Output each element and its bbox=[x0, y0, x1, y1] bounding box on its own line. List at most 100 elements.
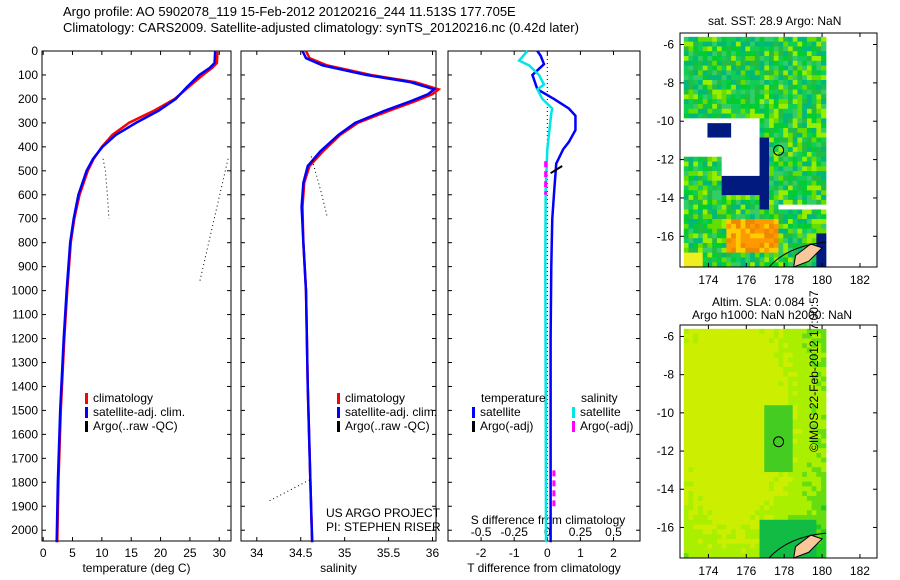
temperature-tick-label: 30 bbox=[213, 546, 227, 560]
map-cell bbox=[688, 209, 694, 215]
map-cell bbox=[702, 252, 708, 258]
map-cell bbox=[797, 510, 803, 516]
salinity-legend-swatch bbox=[337, 407, 340, 418]
map-cell bbox=[806, 495, 813, 502]
map-cell bbox=[735, 65, 742, 71]
map-cell bbox=[778, 161, 784, 167]
map-cell bbox=[792, 79, 798, 86]
map-cell bbox=[792, 338, 798, 344]
map-cell bbox=[735, 338, 742, 344]
map-cell bbox=[821, 476, 827, 483]
map-cell bbox=[712, 41, 718, 47]
map-cell bbox=[816, 476, 822, 483]
map-cell bbox=[745, 99, 751, 105]
depth-tick-label: 1300 bbox=[11, 355, 38, 369]
map-cell bbox=[750, 409, 756, 416]
map-cell bbox=[726, 457, 732, 464]
map-cell bbox=[707, 429, 713, 435]
map-cell bbox=[712, 400, 718, 406]
map-cell bbox=[750, 524, 756, 530]
map-cell bbox=[735, 495, 742, 502]
map-cell bbox=[697, 505, 704, 511]
map-cell bbox=[759, 529, 765, 535]
map-cell bbox=[702, 457, 708, 464]
map-cell bbox=[821, 156, 827, 163]
map-cell bbox=[783, 56, 789, 62]
map-cell bbox=[697, 243, 704, 249]
map-cell bbox=[797, 180, 803, 186]
map-cell bbox=[735, 36, 742, 43]
map-cell bbox=[721, 103, 727, 110]
map-cell bbox=[740, 448, 746, 454]
map-cell bbox=[731, 338, 737, 344]
map-cell bbox=[726, 56, 732, 62]
map-cell bbox=[806, 409, 813, 416]
map-cell bbox=[773, 328, 779, 335]
map-cell bbox=[688, 123, 694, 129]
map-cell bbox=[712, 108, 718, 115]
map-cell bbox=[721, 70, 727, 76]
map-cell bbox=[787, 333, 794, 339]
map-cell bbox=[688, 467, 694, 473]
map-cell bbox=[735, 209, 742, 215]
map-cell bbox=[712, 486, 718, 492]
map-cell bbox=[683, 419, 690, 425]
map-cell bbox=[740, 433, 746, 440]
map-cell bbox=[735, 457, 742, 464]
map-cell bbox=[783, 438, 789, 444]
latitude-tick-label: -6 bbox=[663, 38, 674, 52]
longitude-tick-label: 178 bbox=[774, 564, 794, 578]
map-cell bbox=[683, 228, 690, 234]
map-cell bbox=[693, 519, 699, 526]
map-cell bbox=[811, 400, 817, 406]
map-cell bbox=[716, 171, 723, 177]
map-cell bbox=[683, 400, 690, 406]
longitude-tick-label: 174 bbox=[698, 564, 718, 578]
map-cell bbox=[683, 108, 690, 115]
map-cell bbox=[716, 371, 723, 378]
map-cell bbox=[693, 448, 699, 454]
map-cell bbox=[787, 127, 794, 134]
map-cell bbox=[802, 405, 808, 411]
map-cell bbox=[702, 123, 708, 129]
map-cell bbox=[707, 486, 713, 492]
map-cell bbox=[802, 409, 808, 416]
map-cell bbox=[750, 233, 756, 239]
map-cell bbox=[754, 142, 761, 148]
map-cell bbox=[693, 505, 699, 511]
map-cell bbox=[806, 338, 813, 344]
map-cell bbox=[745, 429, 751, 435]
map-cell bbox=[787, 390, 794, 397]
map-cell bbox=[821, 328, 827, 335]
map-cell bbox=[707, 467, 713, 473]
map-cell bbox=[783, 180, 789, 186]
map-cell bbox=[811, 228, 817, 234]
map-cell bbox=[816, 405, 822, 411]
map-cell bbox=[688, 247, 694, 254]
map-cell bbox=[750, 41, 756, 47]
map-cell bbox=[702, 75, 708, 81]
map-cell bbox=[787, 328, 794, 335]
map-cell bbox=[797, 185, 803, 191]
map-cell bbox=[778, 357, 784, 363]
map-cell bbox=[721, 481, 727, 487]
t-difference-tick-label: -2 bbox=[476, 546, 487, 560]
map-cell bbox=[797, 209, 803, 215]
map-cell bbox=[721, 414, 727, 421]
map-cell bbox=[731, 486, 737, 492]
map-cell bbox=[716, 228, 723, 234]
map-cell bbox=[754, 243, 761, 249]
map-cell bbox=[792, 467, 798, 473]
map-cell bbox=[745, 529, 751, 535]
map-cell bbox=[707, 147, 713, 153]
map-cell bbox=[787, 171, 794, 177]
map-cell bbox=[683, 367, 690, 373]
map-cell bbox=[688, 161, 694, 167]
t-difference-tick-label: 2 bbox=[610, 546, 617, 560]
map-cell bbox=[773, 94, 779, 100]
map-cell bbox=[797, 228, 803, 234]
map-cell bbox=[683, 209, 690, 215]
map-cell bbox=[773, 199, 779, 206]
map-cell bbox=[731, 443, 737, 449]
map-cell bbox=[716, 199, 723, 206]
